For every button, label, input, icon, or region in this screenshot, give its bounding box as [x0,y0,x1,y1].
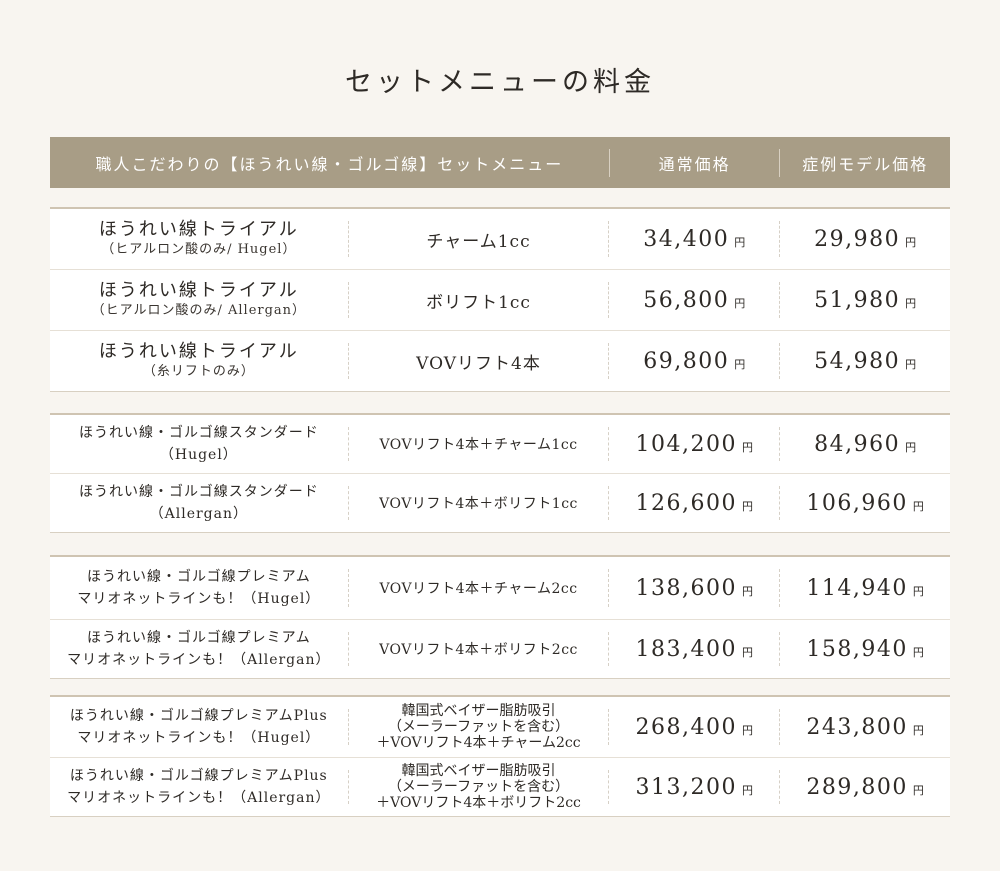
group-trial: ほうれい線トライアル （ヒアルロン酸のみ/ Hugel） チャーム1cc 34,… [50,207,950,392]
table-row: ほうれい線・ゴルゴ線プレミアムPlus マリオネットラインも！（Allergan… [50,758,950,816]
set-menu-line: （メーラーファットを含む） [387,719,570,735]
table-row: ほうれい線トライアル （糸リフトのみ） VOVリフト4本 69,800 円 54,… [50,331,950,391]
yen-unit: 円 [912,645,924,659]
yen-unit: 円 [912,783,924,797]
set-sub: （ヒアルロン酸のみ/ Hugel） [101,242,297,257]
set-sub: マリオネットラインも！（Allergan） [67,790,331,806]
yen-unit: 円 [742,723,754,737]
page-title: セットメニューの料金 [345,67,655,98]
header-menu: 職人こだわりの【ほうれい線・ゴルゴ線】セットメニュー [95,154,564,174]
model-price: 106,960 [806,490,908,516]
yen-unit: 円 [734,357,746,371]
model-price: 114,940 [806,575,908,601]
set-menu: VOVリフト4本＋ボリフト2cc [379,642,578,658]
yen-unit: 円 [905,296,917,310]
set-menu: VOVリフト4本 [416,353,541,374]
yen-unit: 円 [742,440,754,454]
set-menu: VOVリフト4本＋チャーム2cc [379,581,578,597]
set-sub: マリオネットラインも！（Hugel） [77,730,321,746]
model-price: 158,940 [806,636,908,662]
yen-unit: 円 [912,584,924,598]
set-menu-line: （メーラーファットを含む） [387,779,570,795]
model-price: 29,980 [814,226,901,252]
yen-unit: 円 [742,783,754,797]
yen-unit: 円 [742,645,754,659]
table-row: ほうれい線・ゴルゴ線スタンダード （Allergan） VOVリフト4本＋ボリフ… [50,474,950,532]
set-sub: （糸リフトのみ） [142,364,255,379]
regular-price: 34,400 [643,226,730,252]
set-sub: （Hugel） [159,447,238,463]
set-menu-line: ＋VOVリフト4本＋ボリフト2cc [376,795,581,811]
regular-price: 138,600 [635,575,738,601]
set-sub: （ヒアルロン酸のみ/ Allergan） [91,303,307,318]
set-name: ほうれい線・ゴルゴ線プレミアムPlus [69,708,328,724]
set-name: ほうれい線・ゴルゴ線プレミアム [86,569,311,585]
regular-price: 56,800 [643,287,730,313]
yen-unit: 円 [742,499,754,513]
table-row: ほうれい線・ゴルゴ線プレミアムPlus マリオネットラインも！（Hugel） 韓… [50,697,950,758]
header-divider [608,148,610,177]
set-name: ほうれい線トライアル [98,341,299,362]
set-sub: マリオネットラインも！（Allergan） [67,652,331,668]
yen-unit: 円 [905,357,917,371]
header-model-price: 症例モデル価格 [802,154,929,174]
set-sub: マリオネットラインも！（Hugel） [77,591,321,607]
set-menu-line: ＋VOVリフト4本＋チャーム2cc [376,735,581,751]
set-sub: （Allergan） [149,506,249,522]
yen-unit: 円 [734,235,746,249]
regular-price: 69,800 [643,348,730,374]
model-price: 51,980 [814,287,901,313]
header-regular-price: 通常価格 [658,154,731,174]
group-premium-plus: ほうれい線・ゴルゴ線プレミアムPlus マリオネットラインも！（Hugel） 韓… [50,695,950,817]
regular-price: 126,600 [635,490,738,516]
group-premium: ほうれい線・ゴルゴ線プレミアム マリオネットラインも！（Hugel） VOVリフ… [50,555,950,679]
regular-price: 104,200 [635,431,738,457]
set-name: ほうれい線・ゴルゴ線スタンダード [78,484,319,500]
set-menu: ボリフト1cc [426,292,531,313]
table-row: ほうれい線・ゴルゴ線スタンダード （Hugel） VOVリフト4本＋チャーム1c… [50,415,950,474]
table-row: ほうれい線・ゴルゴ線プレミアム マリオネットラインも！（Allergan） VO… [50,620,950,678]
set-name: ほうれい線・ゴルゴ線プレミアム [86,630,311,646]
regular-price: 183,400 [635,636,738,662]
yen-unit: 円 [905,440,917,454]
set-menu-line: 韓国式ベイザー脂肪吸引 [401,763,556,779]
yen-unit: 円 [742,584,754,598]
set-name: ほうれい線トライアル [98,219,299,240]
set-menu: チャーム1cc [426,231,531,252]
set-menu-line: 韓国式ベイザー脂肪吸引 [401,703,556,719]
table-row: ほうれい線トライアル （ヒアルロン酸のみ/ Hugel） チャーム1cc 34,… [50,209,950,270]
regular-price: 268,400 [635,714,738,740]
table-row: ほうれい線トライアル （ヒアルロン酸のみ/ Allergan） ボリフト1cc … [50,270,950,331]
table-header: 職人こだわりの【ほうれい線・ゴルゴ線】セットメニュー 通常価格 症例モデル価格 [50,137,950,188]
set-name: ほうれい線・ゴルゴ線スタンダード [78,425,319,441]
set-name: ほうれい線トライアル [98,280,299,301]
model-price: 289,800 [806,774,908,800]
model-price: 84,960 [814,431,901,457]
table-row: ほうれい線・ゴルゴ線プレミアム マリオネットラインも！（Hugel） VOVリフ… [50,557,950,620]
header-divider [779,148,781,177]
set-name: ほうれい線・ゴルゴ線プレミアムPlus [69,768,328,784]
group-standard: ほうれい線・ゴルゴ線スタンダード （Hugel） VOVリフト4本＋チャーム1c… [50,413,950,533]
yen-unit: 円 [912,723,924,737]
set-menu: VOVリフト4本＋チャーム1cc [379,437,578,453]
model-price: 54,980 [814,348,901,374]
yen-unit: 円 [905,235,917,249]
set-menu: VOVリフト4本＋ボリフト1cc [379,496,578,512]
yen-unit: 円 [734,296,746,310]
regular-price: 313,200 [635,774,738,800]
yen-unit: 円 [912,499,924,513]
model-price: 243,800 [806,714,908,740]
